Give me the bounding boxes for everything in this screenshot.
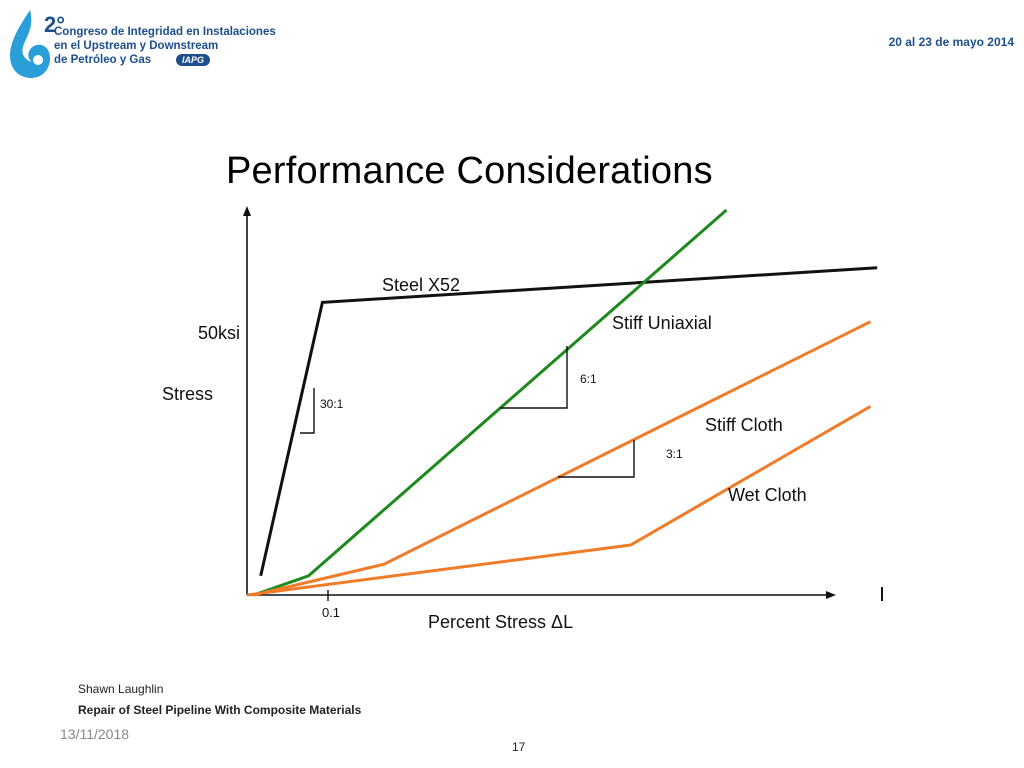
x-tick-label: 0.1 <box>322 605 340 620</box>
slope-triangle <box>500 346 568 409</box>
series-line-stiff-cloth <box>253 320 872 597</box>
logo-line: en el Upstream y Downstream <box>54 40 219 52</box>
slope-label: 3:1 <box>666 447 683 461</box>
iapg-badge: IAPG <box>176 54 211 66</box>
x-axis-label: Percent Stress ΔL <box>428 612 573 632</box>
slope-triangle <box>558 440 635 478</box>
slope-label: 30:1 <box>320 397 344 411</box>
x-axis-arrow <box>826 591 836 599</box>
footer-subtitle: Repair of Steel Pipeline With Composite … <box>78 703 362 717</box>
series-line-steel-x52 <box>259 266 878 577</box>
logo-line: Congreso de Integridad en Instalaciones <box>54 26 276 38</box>
y-tick-label: 50ksi <box>198 323 240 343</box>
footer-author: Shawn Laughlin <box>78 682 164 696</box>
congress-logo: 2° Congreso de Integridad en Instalacion… <box>8 8 308 80</box>
series-label: Wet Cloth <box>728 485 807 505</box>
footer-date: 13/11/2018 <box>60 726 130 742</box>
series-line-stiff-uniaxial <box>253 208 728 597</box>
slope-triangle <box>300 388 315 434</box>
chart-title: Performance Considerations <box>226 150 713 192</box>
logo-line: de Petróleo y Gas <box>54 54 152 66</box>
series-label: Stiff Uniaxial <box>612 313 712 333</box>
series-label: Steel X52 <box>382 275 460 295</box>
slope-label: 6:1 <box>580 372 597 386</box>
y-axis-arrow <box>243 206 251 216</box>
event-date: 20 al 23 de mayo 2014 <box>888 35 1014 49</box>
water-drop-icon <box>10 10 50 78</box>
series-line-wet-cloth <box>246 405 872 597</box>
series-label: Stiff Cloth <box>705 415 783 435</box>
page-number: 17 <box>512 740 526 754</box>
logo-number: 2° <box>44 12 66 37</box>
y-axis-label: Stress <box>162 384 213 404</box>
